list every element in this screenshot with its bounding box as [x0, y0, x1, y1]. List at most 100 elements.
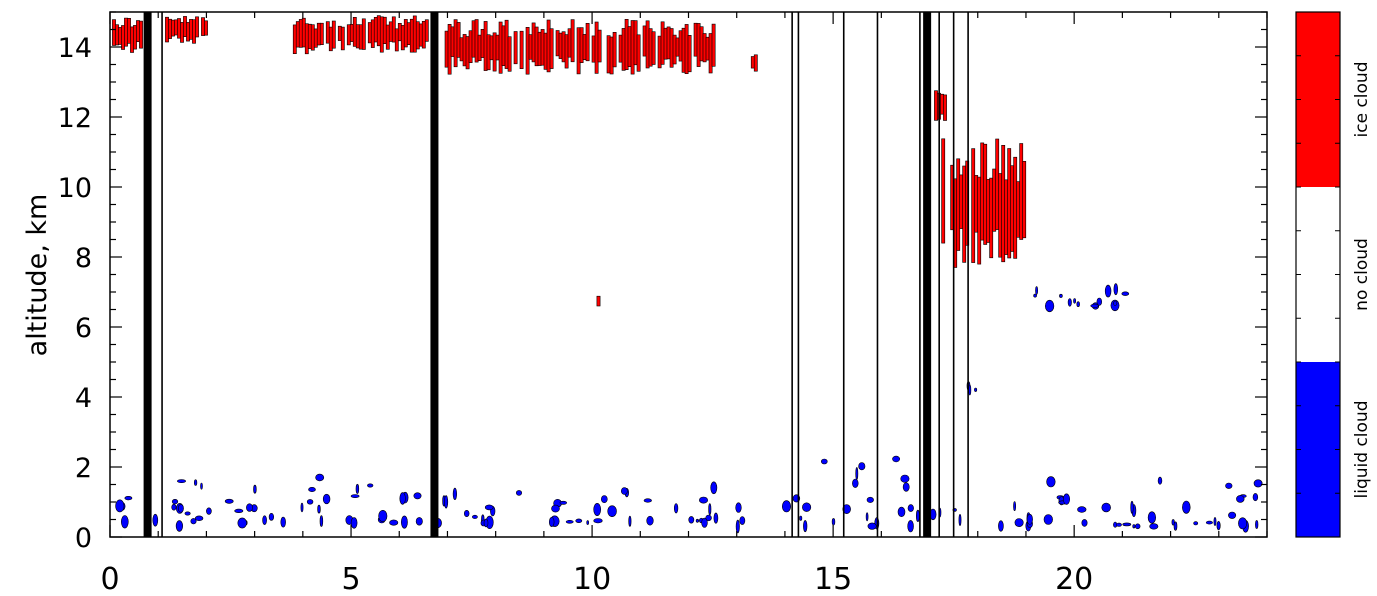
colorbar-label: ice cloud [1352, 62, 1372, 138]
liquid-cloud-mark [1035, 286, 1039, 295]
data-gap-band [143, 12, 152, 537]
liquid-cloud-mark [897, 506, 906, 518]
liquid-cloud-mark [1252, 493, 1259, 502]
liquid-cloud-mark [413, 492, 422, 500]
liquid-cloud-mark [237, 517, 247, 529]
liquid-cloud-mark [300, 502, 304, 513]
liquid-cloud-mark [907, 520, 914, 533]
ice-cloud-mark [570, 19, 575, 63]
ice-cloud-mark [711, 23, 716, 67]
liquid-cloud-mark [1122, 522, 1132, 527]
liquid-cloud-mark [152, 513, 159, 527]
colorbar-segment [1296, 362, 1340, 537]
liquid-cloud-mark [319, 515, 324, 527]
plot-background [110, 12, 1267, 537]
liquid-cloud-mark [695, 518, 700, 523]
liquid-cloud-mark [1228, 511, 1237, 519]
y-tick-label: 10 [58, 173, 92, 204]
liquid-cloud-mark [900, 474, 910, 483]
ice-cloud-mark [549, 28, 554, 69]
liquid-cloud-mark [1173, 521, 1178, 531]
data-gap-band [430, 12, 439, 537]
liquid-cloud-mark [575, 518, 583, 523]
ice-cloud-layer [112, 15, 1027, 307]
x-axis: 0 5 10 15 20 [100, 12, 1268, 596]
liquid-cloud-mark [1104, 284, 1112, 298]
ice-cloud-mark [319, 22, 324, 46]
liquid-cloud-mark [1081, 519, 1088, 527]
colorbar-segment [1296, 12, 1340, 187]
liquid-cloud-mark [200, 482, 203, 490]
liquid-cloud-mark [701, 517, 708, 528]
ice-cloud-mark [507, 36, 512, 72]
colorbar-label: no cloud [1352, 238, 1372, 311]
liquid-cloud-mark [1193, 521, 1199, 526]
liquid-cloud-mark [306, 499, 314, 505]
ice-cloud-mark [139, 20, 143, 49]
liquid-cloud-mark [177, 503, 184, 513]
ice-cloud-mark [585, 22, 590, 62]
liquid-cloud-mark [892, 455, 900, 463]
x-tick-label: 5 [341, 562, 360, 596]
liquid-cloud-mark [559, 500, 567, 505]
liquid-cloud-mark [803, 520, 808, 533]
liquid-cloud-mark [350, 494, 360, 499]
liquid-cloud-mark [621, 487, 628, 495]
liquid-cloud-mark [1033, 293, 1037, 298]
ice-cloud-mark [596, 295, 601, 307]
x-tick-label: 15 [814, 562, 852, 596]
liquid-cloud-mark [206, 507, 212, 515]
liquid-cloud-mark [831, 518, 836, 526]
liquid-cloud-mark [968, 384, 972, 396]
ice-cloud-mark [943, 94, 947, 121]
liquid-cloud-mark [1014, 518, 1024, 527]
ice-cloud-mark [361, 18, 366, 50]
liquid-cloud-mark [858, 462, 866, 471]
x-tick-label: 20 [1055, 562, 1093, 596]
liquid-cloud-mark [1059, 293, 1063, 298]
liquid-cloud-mark [317, 504, 321, 514]
liquid-cloud-mark [171, 503, 177, 511]
liquid-cloud-mark [399, 492, 406, 505]
liquid-cloud-mark [710, 481, 718, 495]
liquid-cloud-layer [115, 283, 1263, 534]
liquid-cloud-mark [184, 511, 191, 516]
data-gap-lines [143, 12, 969, 537]
liquid-cloud-mark [842, 504, 851, 514]
liquid-cloud-mark [866, 496, 874, 503]
liquid-cloud-mark [308, 486, 316, 492]
liquid-cloud-mark [1026, 513, 1033, 525]
ice-cloud-mark [612, 31, 617, 68]
liquid-cloud-mark [600, 495, 608, 503]
liquid-cloud-mark [1149, 523, 1159, 530]
liquid-cloud-mark [916, 509, 920, 523]
liquid-cloud-mark [280, 516, 286, 528]
liquid-cloud-mark [378, 509, 388, 522]
ice-cloud-mark [1022, 161, 1027, 239]
liquid-cloud-mark [444, 495, 449, 509]
liquid-cloud-mark [865, 512, 869, 522]
liquid-cloud-mark [484, 504, 494, 511]
y-tick-label: 2 [75, 453, 92, 484]
liquid-cloud-mark [1113, 300, 1118, 306]
liquid-cloud-mark [646, 515, 654, 526]
ice-cloud-mark [204, 20, 208, 36]
liquid-cloud-mark [1077, 506, 1087, 513]
liquid-cloud-mark [194, 479, 198, 486]
liquid-cloud-mark [1134, 523, 1141, 530]
liquid-cloud-mark [607, 505, 617, 518]
liquid-cloud-mark [1225, 482, 1233, 489]
liquid-cloud-mark [902, 482, 910, 492]
liquid-cloud-mark [643, 498, 652, 503]
liquid-cloud-mark [1121, 291, 1130, 296]
ice-cloud-mark [597, 29, 602, 63]
x-tick-label: 0 [100, 562, 119, 596]
ice-cloud-mark [331, 20, 336, 49]
liquid-cloud-mark [1205, 520, 1213, 525]
ice-cloud-mark [195, 16, 199, 38]
liquid-cloud-mark [548, 516, 555, 527]
liquid-cloud-mark [1096, 297, 1103, 306]
liquid-cloud-mark [781, 500, 791, 513]
y-tick-label: 8 [75, 243, 92, 274]
liquid-cloud-mark [234, 508, 244, 514]
